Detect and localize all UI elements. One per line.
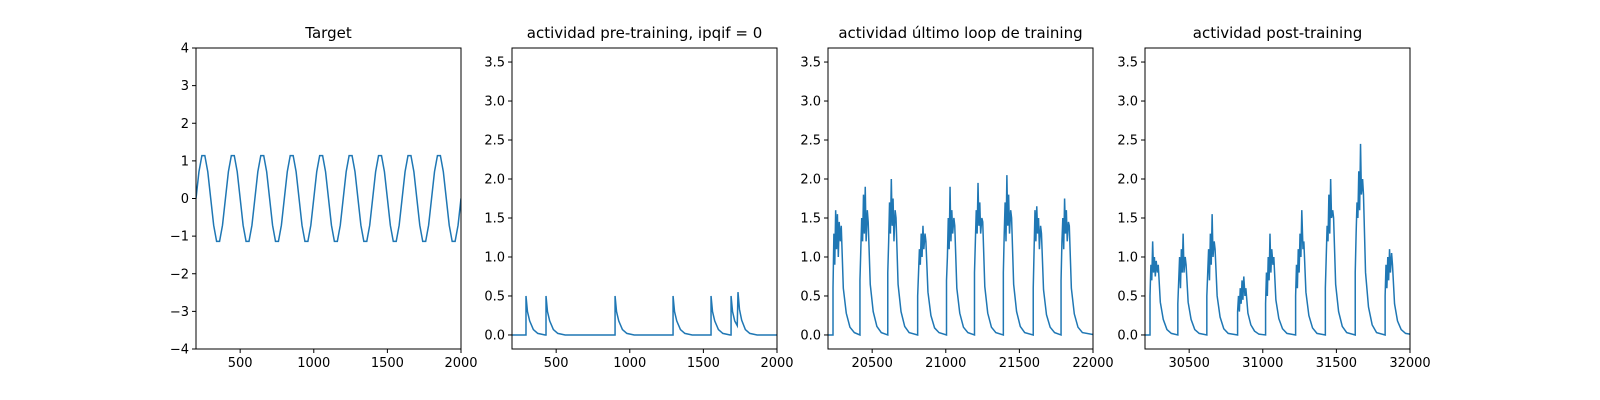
data-line — [1145, 143, 1410, 336]
x-tick-label: 1000 — [613, 356, 646, 371]
subplot: actividad último loop de training 20500 21… — [800, 24, 1113, 371]
y-tick-label: 4 — [181, 42, 189, 57]
y-tick-label: 3.5 — [800, 56, 821, 71]
axes-frame — [511, 47, 778, 350]
y-tick-label: 2.5 — [484, 134, 505, 149]
y-tick-label: 3.5 — [484, 56, 505, 71]
y-tick-label: 2 — [181, 117, 189, 132]
y-tick-label: −2 — [170, 267, 189, 282]
axes-frame — [827, 47, 1094, 350]
x-tick-label: 20500 — [851, 356, 892, 371]
y-tick-label: 2.0 — [1117, 173, 1138, 188]
x-tick-label: 32000 — [1389, 356, 1430, 371]
y-tick-label: 1.0 — [1117, 250, 1138, 265]
subplot-title: Target — [304, 24, 352, 42]
x-tick-label: 30500 — [1168, 356, 1209, 371]
x-tick-label: 21000 — [925, 356, 966, 371]
axes-frame — [195, 47, 462, 350]
y-tick-label: 2.0 — [800, 173, 821, 188]
y-tick-label: 2.5 — [1117, 134, 1138, 149]
data-line — [512, 292, 777, 336]
y-tick-label: 1.5 — [484, 211, 505, 226]
y-tick-label: 0.5 — [1117, 289, 1138, 304]
y-tick-label: 3.0 — [1117, 95, 1138, 110]
axes-frame — [1144, 47, 1411, 350]
subplot: Target 500 1000 1500 2000 −4 −3 −2 −1 0 1 2 3 4 — [170, 24, 478, 371]
x-tick-label: 500 — [544, 356, 569, 371]
y-tick-label: 0.5 — [800, 289, 821, 304]
y-tick-label: 2.5 — [800, 134, 821, 149]
x-tick-label: 500 — [228, 356, 253, 371]
y-tick-label: 0 — [181, 192, 189, 207]
subplot: actividad post-training 30500 31000 31500 32… — [1117, 24, 1430, 371]
x-tick-label: 1000 — [297, 356, 330, 371]
y-tick-label: 1.0 — [484, 250, 505, 265]
subplot: actividad pre-training, ipqif = 0 500 1000… — [484, 24, 793, 371]
y-tick-label: 0.0 — [1117, 328, 1138, 343]
y-tick-label: 3.0 — [484, 95, 505, 110]
y-tick-label: −3 — [170, 305, 189, 320]
y-tick-label: 0.5 — [484, 289, 505, 304]
x-tick-label: 2000 — [760, 356, 793, 371]
y-tick-label: 1.5 — [800, 211, 821, 226]
y-tick-label: 1 — [181, 154, 189, 169]
x-tick-label: 31500 — [1316, 356, 1357, 371]
x-tick-label: 31000 — [1242, 356, 1283, 371]
subplot-title: actividad pre-training, ipqif = 0 — [527, 24, 763, 42]
data-line — [828, 175, 1093, 337]
y-tick-label: 1.0 — [800, 250, 821, 265]
x-tick-label: 21500 — [999, 356, 1040, 371]
y-tick-label: 0.0 — [800, 328, 821, 343]
y-tick-label: 3.5 — [1117, 56, 1138, 71]
subplot-title: actividad último loop de training — [838, 24, 1082, 42]
y-tick-label: −4 — [170, 343, 189, 358]
y-tick-label: 3 — [181, 79, 189, 94]
data-line — [196, 154, 461, 243]
y-tick-label: 3.0 — [800, 95, 821, 110]
subplot-title: actividad post-training — [1193, 24, 1362, 42]
x-tick-label: 2000 — [444, 356, 477, 371]
y-tick-label: 2.0 — [484, 173, 505, 188]
x-tick-label: 1500 — [687, 356, 720, 371]
y-tick-label: 1.5 — [1117, 211, 1138, 226]
y-tick-label: 0.0 — [484, 328, 505, 343]
x-tick-label: 22000 — [1072, 356, 1113, 371]
y-tick-label: −1 — [170, 230, 189, 245]
x-tick-label: 1500 — [371, 356, 404, 371]
